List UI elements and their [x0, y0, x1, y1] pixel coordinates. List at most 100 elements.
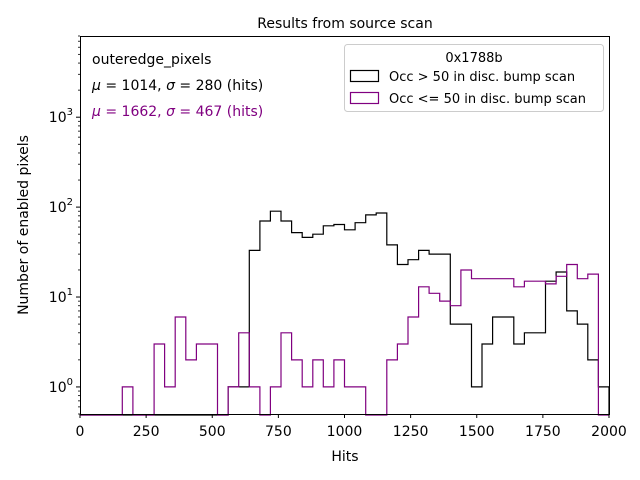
histogram-bin: [302, 387, 313, 414]
histogram-bin: [598, 387, 609, 414]
histogram-bin: [281, 221, 292, 414]
legend-box: [344, 44, 604, 112]
histogram-bin: [461, 270, 472, 414]
histogram-bin: [556, 276, 567, 414]
histogram-bin: [535, 281, 546, 414]
histogram-bin: [567, 265, 578, 415]
mu-symbol: μ: [91, 78, 101, 94]
histogram-bin: [429, 293, 440, 414]
x-tick-label: 1000: [327, 424, 363, 440]
histogram-bin: [397, 344, 408, 414]
x-tick-label: 1250: [393, 424, 429, 440]
histogram-bin: [514, 287, 525, 414]
mu-value: = 1662,: [101, 104, 166, 120]
histogram-bin: [588, 274, 599, 414]
histogram-bin: [228, 387, 239, 414]
histogram-bin: [482, 344, 493, 414]
histogram-bin: [387, 245, 398, 414]
legend-title: 0x1788b: [445, 51, 502, 66]
histogram-bin: [450, 306, 461, 414]
y-tick-label: 102: [49, 197, 73, 216]
histogram-bin: [292, 233, 303, 414]
histogram-bin: [355, 223, 366, 414]
x-tick-label: 1500: [459, 424, 495, 440]
histogram-bin: [281, 333, 292, 414]
histogram-bin: [493, 279, 504, 414]
sigma-value: = 467 (hits): [175, 104, 263, 120]
histogram-bin: [175, 317, 186, 414]
histogram-bin: [313, 360, 324, 414]
histogram-bin: [260, 221, 271, 414]
histogram-bin: [270, 211, 281, 414]
histogram-bin: [461, 324, 472, 414]
histogram-bin: [556, 272, 567, 414]
histogram-bin: [546, 284, 557, 414]
y-tick-label: 101: [49, 287, 73, 306]
histogram-bin: [493, 317, 504, 414]
x-axis-ticks: 0 250 500 750 1000 1250 1500 1750 2000: [76, 414, 627, 440]
histogram-bin: [577, 279, 588, 414]
sigma-symbol: σ: [166, 104, 176, 120]
y-axis-label: Number of enabled pixels: [16, 135, 32, 315]
histogram-bin: [334, 360, 345, 414]
histogram-bin: [249, 250, 260, 414]
histogram-bin: [419, 287, 430, 414]
histogram-bin: [165, 387, 176, 414]
legend-label-occ-gt-50: Occ > 50 in disc. bump scan: [389, 70, 575, 85]
histogram-bin: [387, 360, 398, 414]
plot-frame: [80, 36, 610, 415]
stats-occ-le-50: μ = 1662, σ = 467 (hits): [91, 104, 263, 120]
histogram-bin: [355, 387, 366, 414]
x-tick-label: 1750: [525, 424, 561, 440]
y-axis-ticks: 100 101 102 103: [49, 35, 80, 415]
histogram-bin: [524, 333, 535, 414]
histogram-bin: [472, 279, 483, 414]
histogram-bin: [207, 344, 218, 414]
histogram-bin: [302, 237, 313, 414]
histogram-bin: [429, 254, 440, 414]
histogram-bin: [239, 387, 250, 414]
histogram-bin: [186, 360, 197, 414]
histogram-bin: [323, 387, 334, 414]
histogram-bin: [482, 279, 493, 414]
histogram-bin: [408, 317, 419, 414]
histogram-bin: [567, 311, 578, 414]
series-layer: [80, 210, 610, 416]
legend: 0x1788b Occ > 50 in disc. bump scan Occ …: [344, 44, 604, 112]
histogram-bin: [588, 360, 599, 414]
x-tick-label: 750: [265, 424, 292, 440]
histogram-bin: [577, 324, 588, 414]
histogram-bin: [450, 324, 461, 414]
legend-swatch-occ-le-50: [349, 91, 380, 105]
x-tick-label: 250: [133, 424, 160, 440]
series-occ-le-50: [80, 263, 609, 416]
histogram-bin: [524, 281, 535, 414]
mu-symbol: μ: [91, 104, 101, 120]
sigma-value: = 280 (hits): [175, 78, 263, 94]
histogram-bin: [514, 344, 525, 414]
dataset-name: outeredge_pixels: [92, 52, 211, 68]
histogram-bin: [122, 387, 133, 414]
stats-occ-gt-50: μ = 1014, σ = 280 (hits): [91, 78, 263, 94]
histogram-bin: [419, 250, 430, 414]
histogram-bin: [249, 387, 260, 414]
y-tick-label: 103: [49, 107, 73, 126]
histogram-bin: [334, 225, 345, 415]
histogram-bin: [366, 215, 377, 414]
x-tick-label: 500: [199, 424, 226, 440]
histogram-bin: [472, 387, 483, 414]
histogram-bin: [503, 317, 514, 414]
histogram-bin: [376, 213, 387, 414]
histogram-bin: [397, 265, 408, 415]
x-tick-label: 2000: [591, 424, 627, 440]
x-axis-label: Hits: [331, 449, 358, 465]
histogram-bin: [239, 333, 250, 414]
mu-value: = 1014,: [101, 78, 166, 94]
histogram-bin: [503, 279, 514, 414]
legend-swatch-occ-gt-50: [349, 69, 380, 83]
histogram-bin: [313, 234, 324, 414]
x-tick-label: 0: [76, 424, 85, 440]
histogram-bin: [154, 344, 165, 414]
histogram-bin: [440, 301, 451, 414]
